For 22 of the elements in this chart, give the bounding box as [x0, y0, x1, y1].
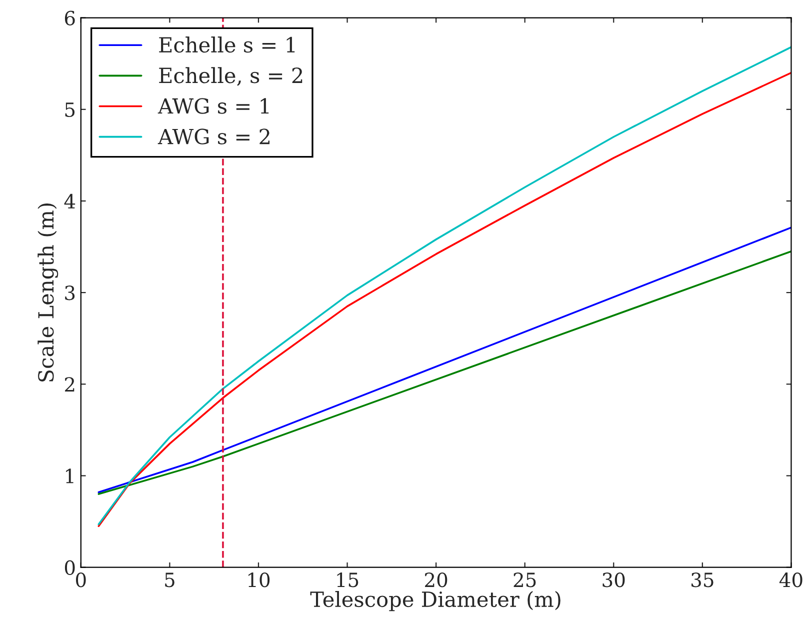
y-tick-label: 5	[65, 102, 75, 118]
x-tick-label: 30	[602, 572, 625, 588]
x-tick-label: 35	[692, 572, 714, 588]
y-tick-label: 1	[66, 468, 74, 484]
x-tick-label: 15	[337, 572, 358, 588]
x-tick-label: 10	[248, 572, 270, 588]
y-tick-label: 0	[64, 560, 75, 575]
x-tick-label: 5	[165, 572, 174, 588]
legend-label: Echelle s = 1	[159, 36, 295, 53]
x-tick-label: 40	[779, 572, 802, 588]
x-tick-label: 20	[425, 572, 448, 588]
x-axis-title: Telescope Diameter (m)	[310, 590, 560, 612]
y-tick-label: 3	[65, 286, 75, 300]
y-tick-label: 2	[64, 377, 74, 392]
legend-label: AWG s = 1	[158, 98, 269, 114]
legend-label: Echelle, s = 2	[159, 67, 302, 86]
legend-label: AWG s = 2	[158, 128, 270, 144]
y-tick-label: 6	[64, 10, 75, 26]
x-tick-label: 0	[76, 572, 86, 588]
y-axis-title: Scale Length (m)	[38, 204, 58, 382]
y-tick-label: 4	[64, 194, 76, 208]
x-tick-label: 25	[514, 572, 536, 588]
